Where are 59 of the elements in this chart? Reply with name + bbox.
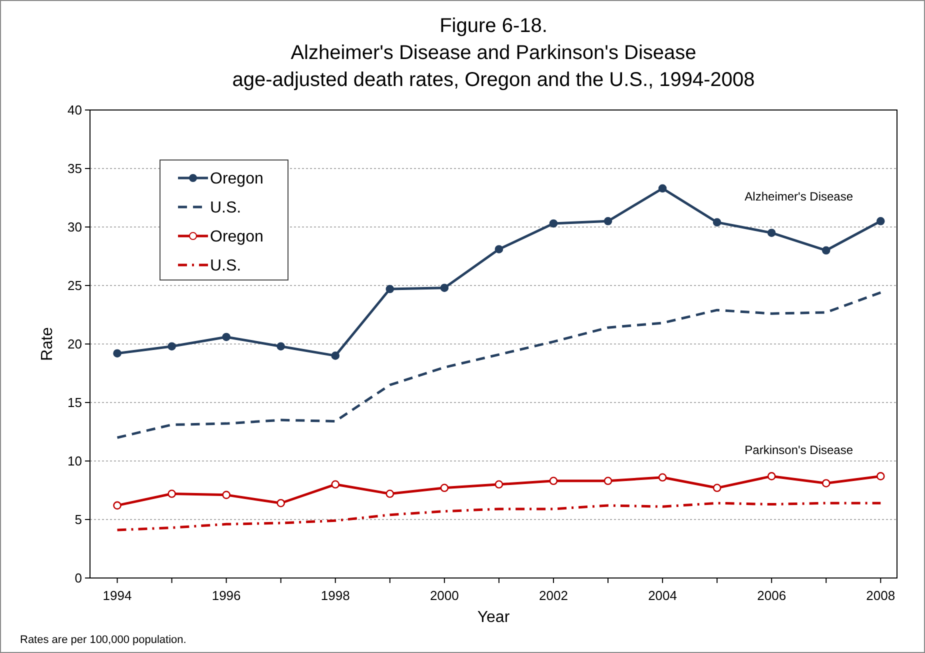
x-tick-label: 2000 [430,588,459,603]
x-tick-label: 1998 [320,588,350,603]
point [767,228,776,237]
point [386,284,394,294]
point [822,479,830,488]
point [440,284,449,292]
y-tick-label: 25 [68,278,82,294]
point [222,332,230,342]
point [604,476,612,486]
x-tick-label: 2004 [648,588,677,603]
y-tick-label: 40 [68,102,82,118]
point [386,490,394,498]
legend-label: U.S. [210,200,242,217]
y-tick-label: 20 [68,336,82,352]
y-tick-label: 15 [68,395,82,410]
x-axis-title: Year [477,609,510,626]
point [549,219,558,228]
x-tick-label: 2006 [757,588,786,603]
chart-title: Figure 6-18. Alzheimer's Disease and Parkinson's Disease age-adjusted death rates, Oregon and the U.S., 1994-2008 [232,15,755,91]
text: Rates are per 100,000 population. [20,634,186,646]
point [440,484,449,492]
point [767,472,776,480]
point [876,217,885,226]
line-series [116,291,882,439]
point [113,349,122,358]
point [331,480,340,489]
x-tick-label: 1996 [212,588,241,603]
point [168,342,176,350]
point [494,480,504,489]
legend-label: U.S. [210,258,242,275]
point [822,246,830,255]
point [549,476,558,486]
point [494,245,504,254]
y-tick-label: 10 [68,454,82,469]
point [276,342,285,350]
line-series [116,502,882,532]
annotation: Alzheimer's Disease [744,189,854,204]
legend-label: Oregon [210,228,264,246]
point [712,484,722,492]
point [168,490,176,498]
point [658,184,667,193]
legend-label: Oregon [210,170,264,188]
point [658,473,667,482]
point [604,217,612,226]
y-tick-label: 5 [74,512,82,528]
x-tick-label: 2002 [539,588,568,603]
point [876,472,885,480]
point [276,498,285,508]
y-tick-label: 30 [68,220,82,235]
point [712,218,722,226]
point [331,352,340,360]
y-axis-title: Rate [39,327,56,361]
annotation: Parkinson's Disease [744,443,854,458]
y-tick-label: 0 [74,570,82,586]
y-tick-label: 35 [68,161,82,176]
point [222,490,230,500]
x-tick-label: 2008 [866,588,896,603]
point [113,501,122,510]
x-tick-label: 1994 [102,588,132,603]
